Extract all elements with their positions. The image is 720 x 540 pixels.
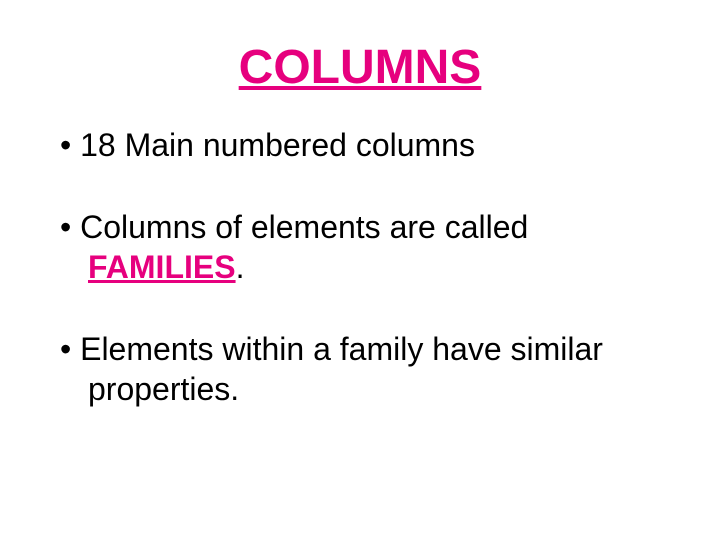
list-item: 18 Main numbered columns	[60, 125, 660, 165]
bullet-keyword: FAMILIES	[88, 249, 236, 285]
bullet-text-before: Elements within a family have similar pr…	[80, 331, 603, 407]
bullet-text-after: .	[236, 249, 245, 285]
bullet-text-before: Columns of elements are called	[80, 209, 528, 245]
list-item: Elements within a family have similar pr…	[60, 329, 660, 409]
bullet-text-before: 18 Main numbered columns	[80, 127, 475, 163]
bullet-list: 18 Main numbered columns Columns of elem…	[60, 125, 660, 409]
list-item: Columns of elements are called FAMILIES.	[60, 207, 660, 287]
slide-title: COLUMNS	[60, 40, 660, 95]
slide: COLUMNS 18 Main numbered columns Columns…	[0, 0, 720, 540]
